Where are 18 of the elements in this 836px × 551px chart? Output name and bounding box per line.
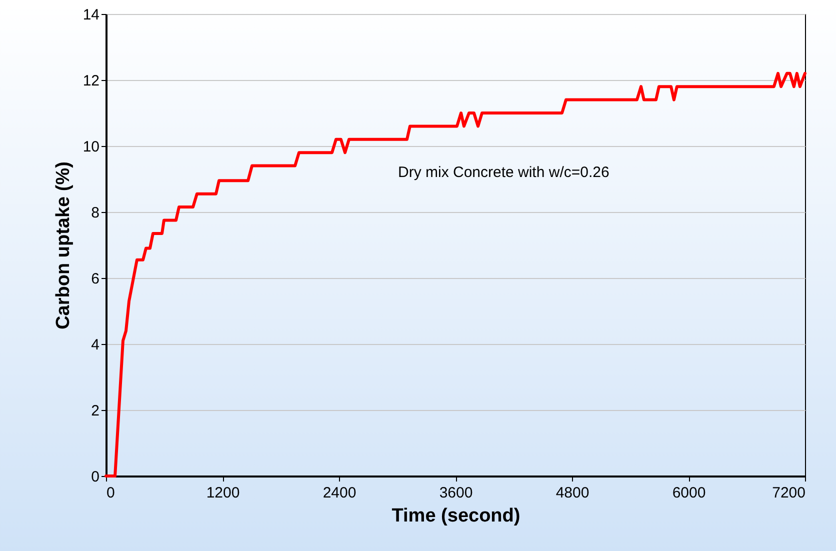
x-tick-label: 7200 <box>772 484 806 502</box>
x-tick-label: 2400 <box>322 484 356 502</box>
y-axis-title: Carbon uptake (%) <box>52 162 74 330</box>
x-tick-label: 0 <box>106 484 115 502</box>
x-axis-title: Time (second) <box>392 506 520 526</box>
y-tick-label: 10 <box>82 138 100 156</box>
x-tick-label: 6000 <box>672 484 706 502</box>
y-tick-label: 12 <box>82 72 100 90</box>
y-tick-label: 0 <box>91 468 100 486</box>
y-tick-label: 14 <box>82 6 100 24</box>
y-tick-label: 8 <box>91 204 100 222</box>
y-tick-label: 2 <box>91 402 100 420</box>
y-tick-label: 6 <box>91 270 100 288</box>
x-tick-label: 4800 <box>556 484 590 502</box>
y-tick-label: 4 <box>91 336 100 354</box>
annotation: Dry mix Concrete with w/c=0.26 <box>398 164 610 181</box>
x-tick-label: 1200 <box>206 484 240 502</box>
x-tick-label: 3600 <box>439 484 473 502</box>
